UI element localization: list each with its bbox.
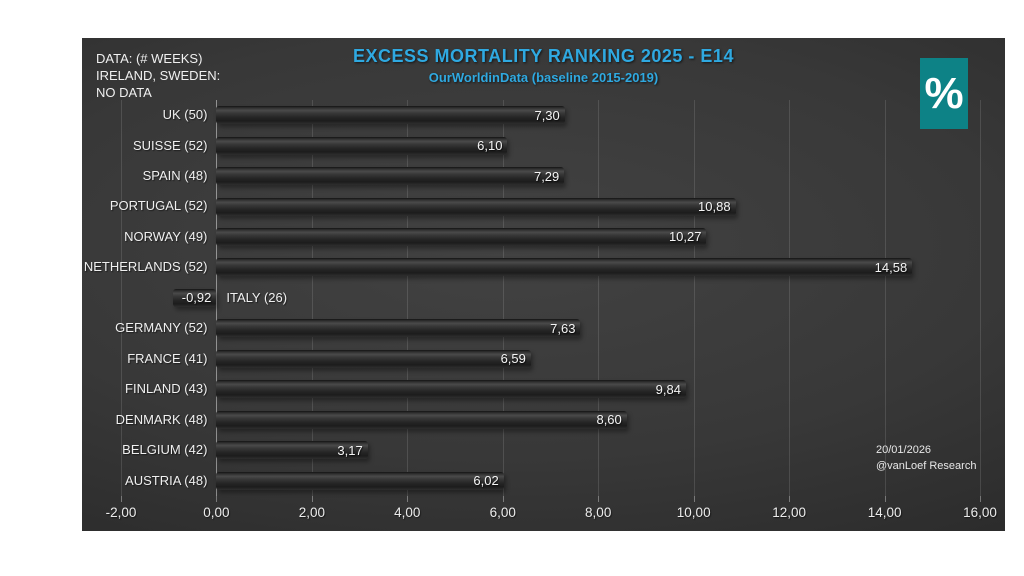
x-tick-mark — [598, 496, 600, 502]
bar-row: GERMANY (52) 7,63 — [82, 313, 1005, 344]
bar-row: BELGIUM (42) 3,17 — [82, 435, 1005, 466]
category-label: UK (50) — [162, 107, 208, 122]
x-tick-mark — [502, 496, 504, 502]
value-label: 6,10 — [477, 138, 503, 154]
value-label: 9,84 — [655, 381, 681, 397]
gridline — [311, 100, 313, 496]
gridline — [598, 100, 600, 496]
gridline — [693, 100, 695, 496]
bar-row: NORWAY (49) 10,27 — [82, 222, 1005, 253]
x-tick-label: 16,00 — [963, 505, 997, 520]
category-label: NORWAY (49) — [124, 228, 208, 244]
bar: -0,92 — [172, 288, 217, 307]
x-tick-label: 6,00 — [489, 505, 516, 520]
category-label: BELGIUM (42) — [122, 442, 208, 458]
x-axis: -2,00 0,00 2,00 4,00 6,00 8,00 10,00 12,00 14,00… — [82, 496, 1005, 528]
gridline — [407, 100, 409, 496]
chart-subtitle: OurWorldinData (baseline 2015-2019) — [428, 70, 659, 85]
value-label: 7,29 — [533, 168, 560, 184]
data-note-line-3: NO DATA — [96, 85, 152, 100]
bar: 7,29 — [216, 167, 565, 186]
category-label: SPAIN (48) — [142, 167, 208, 183]
value-label: 7,30 — [534, 107, 560, 123]
bar: 6,02 — [216, 471, 504, 490]
x-tick-mark — [121, 496, 122, 502]
bar-row: DENMARK (48) 8,60 — [82, 405, 1005, 436]
bar-row: NETHERLANDS (52) 14,58 — [82, 252, 1005, 283]
value-label: 3,17 — [337, 442, 363, 458]
bar: 10,27 — [216, 227, 707, 246]
x-tick-label: 0,00 — [203, 505, 230, 520]
bar: 9,84 — [216, 380, 686, 399]
percent-glyph: % — [924, 68, 964, 118]
x-tick-label: 2,00 — [298, 505, 326, 520]
data-note-line-2: IRELAND, SWEDEN: — [96, 68, 221, 83]
chart-title: EXCESS MORTALITY RANKING 2025 - E14 — [353, 46, 734, 66]
percent-icon: % — [920, 58, 968, 129]
bar: 7,63 — [216, 319, 581, 338]
y-axis-line — [216, 100, 218, 496]
bar: 3,17 — [216, 441, 368, 460]
category-label: GERMANY (52) — [115, 320, 208, 336]
x-tick-mark — [693, 496, 695, 502]
stamp: 20/01/2026 @vanLoef Research — [876, 442, 976, 474]
bar-row: ITALY (26) -0,92 — [82, 283, 1005, 314]
x-tick-label: 12,00 — [772, 505, 806, 520]
gridline — [502, 100, 504, 496]
data-note-line-1: DATA: (# WEEKS) — [96, 51, 203, 66]
x-tick-mark — [407, 496, 409, 502]
value-label: 14,58 — [874, 259, 908, 275]
bar: 14,58 — [216, 258, 913, 277]
data-note: DATA: (# WEEKS) IRELAND, SWEDEN: NO DATA — [96, 50, 220, 101]
date-label: 20/01/2026 — [876, 444, 932, 456]
x-tick-label: 8,00 — [585, 505, 612, 520]
chart-panel: EXCESS MORTALITY RANKING 2025 - E14 OurW… — [82, 38, 1005, 531]
bar-rows: UK (50) 7,30 SUISSE (52) 6,10 SPAIN (48) 7,29… — [82, 100, 1005, 496]
bar: 6,10 — [216, 136, 508, 155]
bar: 10,88 — [216, 197, 736, 216]
category-label: AUSTRIA (48) — [125, 472, 208, 488]
bar-row: SUISSE (52) 6,10 — [82, 131, 1005, 162]
category-label: ITALY (26) — [226, 289, 288, 305]
value-label: 6,02 — [473, 473, 499, 489]
bar: 6,59 — [216, 349, 531, 368]
value-label: 7,63 — [550, 320, 576, 336]
x-tick-mark — [980, 496, 981, 502]
category-label: FRANCE (41) — [127, 350, 208, 366]
x-tick-mark — [789, 496, 791, 502]
x-tick-mark — [216, 496, 218, 502]
category-label: FINLAND (43) — [125, 381, 208, 397]
value-label: 10,27 — [668, 229, 702, 245]
x-tick-label: 10,00 — [676, 505, 711, 520]
value-label: 6,59 — [500, 351, 526, 367]
bar-row: AUSTRIA (48) 6,02 — [82, 466, 1005, 497]
x-tick-label: 4,00 — [394, 505, 421, 520]
category-label: NETHERLANDS (52) — [83, 259, 208, 275]
bar-row: PORTUGAL (52) 10,88 — [82, 191, 1005, 222]
x-tick-label: 14,00 — [867, 505, 902, 520]
bar-row: SPAIN (48) 7,29 — [82, 161, 1005, 192]
bar-row: UK (50) 7,30 — [82, 100, 1005, 131]
gridline — [121, 100, 122, 496]
value-label: 8,60 — [596, 412, 622, 428]
x-tick-mark — [884, 496, 886, 502]
x-tick-mark — [311, 496, 313, 502]
bar: 7,30 — [216, 106, 565, 125]
category-label: DENMARK (48) — [115, 411, 208, 427]
gridline — [980, 100, 981, 496]
category-label: SUISSE (52) — [132, 137, 208, 153]
bar-row: FINLAND (43) 9,84 — [82, 374, 1005, 405]
value-label: 10,88 — [698, 199, 731, 215]
category-label: PORTUGAL (52) — [109, 198, 208, 214]
plot-area — [121, 100, 981, 502]
credit-label: @vanLoef Research — [876, 460, 977, 472]
gridline — [884, 100, 886, 496]
bar: 8,60 — [216, 410, 627, 429]
x-tick-label: -2,00 — [105, 505, 137, 520]
gridline — [789, 100, 791, 496]
value-label: -0,92 — [181, 290, 212, 306]
bar-row: FRANCE (41) 6,59 — [82, 344, 1005, 375]
